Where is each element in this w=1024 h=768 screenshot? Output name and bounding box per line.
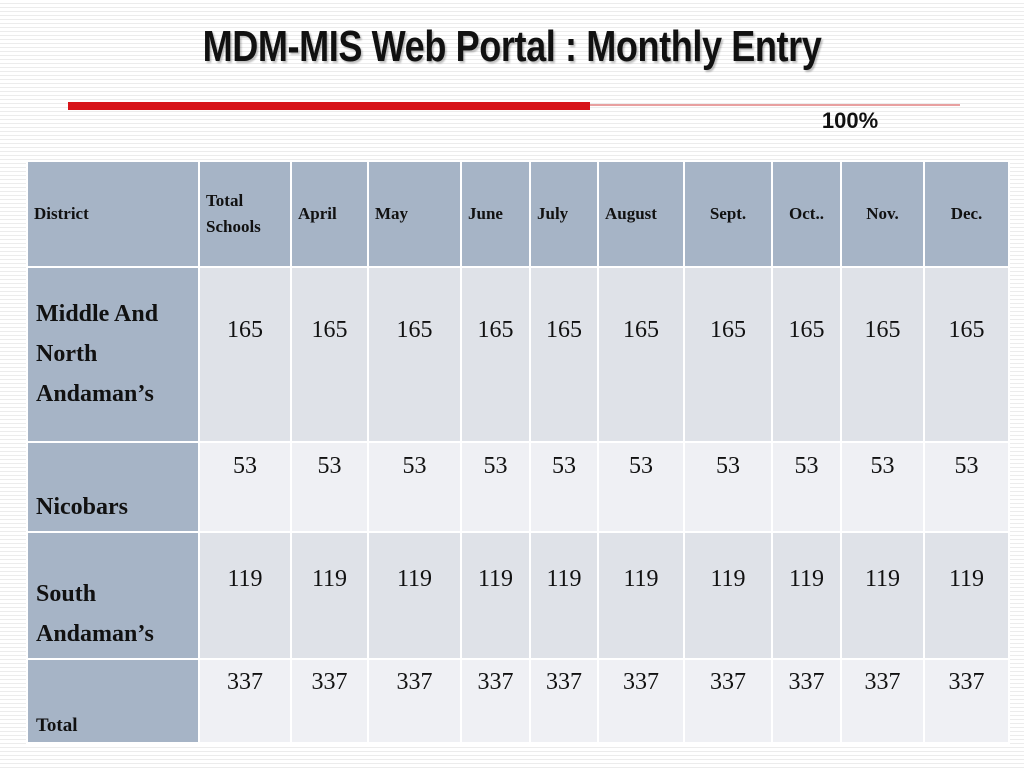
header-sept: Sept.	[683, 160, 773, 268]
header-total-schools: Total Schools	[198, 160, 292, 268]
table-row: South Andaman’s 119 119 119 119 119 119 …	[26, 531, 1010, 660]
district-cell: South Andaman’s	[26, 531, 200, 660]
value-cell: 165	[198, 266, 292, 443]
district-cell: Middle And North Andaman’s	[26, 266, 200, 443]
value-cell: 165	[923, 266, 1010, 443]
header-district: District	[26, 160, 200, 268]
table-header-row: District Total Schools April May June Ju…	[26, 160, 1010, 268]
district-cell-total: Total	[26, 657, 200, 745]
monthly-entry-table: District Total Schools April May June Ju…	[26, 160, 1010, 745]
value-cell: 337	[290, 657, 369, 745]
table-row: Total 337 337 337 337 337 337 337 337 33…	[26, 657, 1010, 745]
value-cell: 119	[683, 531, 773, 660]
value-cell: 119	[923, 531, 1010, 660]
value-cell: 119	[840, 531, 925, 660]
header-april: April	[290, 160, 369, 268]
header-dec: Dec.	[923, 160, 1010, 268]
header-july: July	[529, 160, 599, 268]
value-cell: 53	[198, 440, 292, 534]
table-row: Middle And North Andaman’s 165 165 165 1…	[26, 266, 1010, 443]
slide-title: MDM-MIS Web Portal : Monthly Entry	[202, 22, 822, 71]
value-cell: 165	[771, 266, 842, 443]
value-cell: 53	[683, 440, 773, 534]
value-cell: 119	[198, 531, 292, 660]
header-oct: Oct..	[771, 160, 842, 268]
value-cell: 119	[367, 531, 462, 660]
value-cell: 119	[771, 531, 842, 660]
header-may: May	[367, 160, 462, 268]
value-cell: 337	[460, 657, 531, 745]
value-cell: 119	[529, 531, 599, 660]
value-cell: 165	[460, 266, 531, 443]
value-cell: 337	[923, 657, 1010, 745]
value-cell: 165	[840, 266, 925, 443]
value-cell: 119	[460, 531, 531, 660]
value-cell: 337	[198, 657, 292, 745]
value-cell: 53	[597, 440, 685, 534]
value-cell: 165	[367, 266, 462, 443]
title-underline-red	[68, 102, 590, 110]
title-underline-thin	[590, 104, 960, 106]
value-cell: 119	[597, 531, 685, 660]
value-cell: 53	[460, 440, 531, 534]
district-cell: Nicobars	[26, 440, 200, 534]
value-cell: 337	[529, 657, 599, 745]
value-cell: 337	[597, 657, 685, 745]
value-cell: 337	[367, 657, 462, 745]
value-cell: 165	[597, 266, 685, 443]
header-june: June	[460, 160, 531, 268]
value-cell: 53	[290, 440, 369, 534]
value-cell: 53	[367, 440, 462, 534]
value-cell: 53	[923, 440, 1010, 534]
value-cell: 53	[529, 440, 599, 534]
percent-label: 100%	[821, 108, 879, 133]
header-august: August	[597, 160, 685, 268]
header-nov: Nov.	[840, 160, 925, 268]
value-cell: 165	[683, 266, 773, 443]
value-cell: 119	[290, 531, 369, 660]
table-row: Nicobars 53 53 53 53 53 53 53 53 53 53	[26, 440, 1010, 534]
value-cell: 53	[771, 440, 842, 534]
value-cell: 53	[840, 440, 925, 534]
value-cell: 337	[683, 657, 773, 745]
value-cell: 337	[840, 657, 925, 745]
value-cell: 165	[529, 266, 599, 443]
value-cell: 337	[771, 657, 842, 745]
value-cell: 165	[290, 266, 369, 443]
